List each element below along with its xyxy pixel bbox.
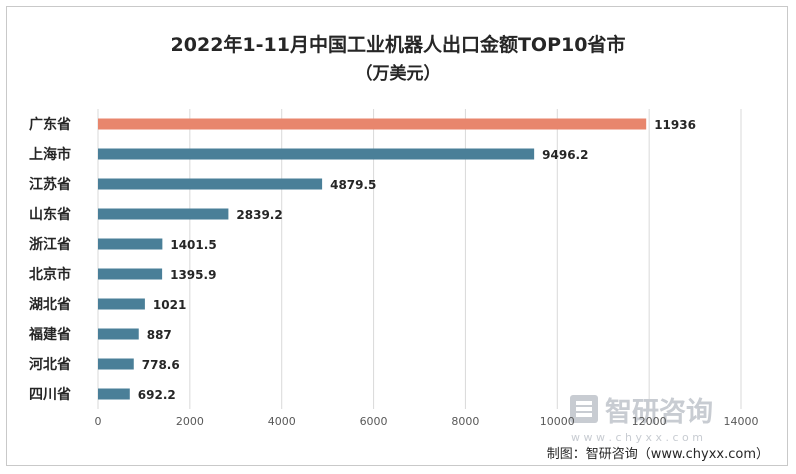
bar [98, 178, 323, 190]
data-label: 9496.2 [542, 148, 588, 162]
category-label: 河北省 [29, 356, 71, 373]
chart-frame: 2022年1-11月中国工业机器人出口金额TOP10省市 （万美元） 智研咨询 … [6, 6, 788, 466]
data-label: 1395.9 [170, 268, 216, 282]
bar [98, 298, 145, 310]
data-label: 11936 [654, 118, 696, 132]
watermark-logo-icon [570, 395, 598, 423]
category-label: 广东省 [29, 116, 71, 133]
data-label: 692.2 [138, 388, 176, 402]
x-axis-ticks: 0 2000 4000 6000 8000 10000 12000 14000 [95, 415, 759, 428]
watermark-text: 智研咨询 [605, 397, 713, 428]
bar [98, 238, 163, 250]
data-label: 2839.2 [236, 208, 282, 222]
bars: 广东省 11936 上海市 9496.2 江苏省 4879.5 山东省 2839.2 浙江省 14… [28, 116, 696, 403]
category-label: 四川省 [29, 386, 71, 403]
bar [98, 328, 139, 340]
x-tick-label: 12000 [632, 415, 667, 428]
data-label: 4879.5 [330, 178, 376, 192]
data-label: 778.6 [142, 358, 180, 372]
x-tick-label: 0 [95, 415, 102, 428]
category-label: 浙江省 [29, 236, 71, 253]
x-tick-label: 2000 [176, 415, 204, 428]
chart-title: 2022年1-11月中国工业机器人出口金额TOP10省市 [171, 33, 626, 56]
data-label: 887 [147, 328, 172, 342]
category-label: 北京市 [29, 266, 71, 283]
bar [98, 268, 163, 280]
data-label: 1021 [153, 298, 186, 312]
x-tick-label: 6000 [360, 415, 388, 428]
bar-chart: 2022年1-11月中国工业机器人出口金额TOP10省市 （万美元） 智研咨询 … [28, 33, 769, 462]
watermark-url: w w w . c h y x x . c o m [571, 431, 703, 444]
x-tick-label: 10000 [540, 415, 575, 428]
bar [98, 358, 134, 370]
chart-subtitle: （万美元） [356, 63, 441, 84]
bar [98, 388, 130, 400]
data-label: 1401.5 [170, 238, 216, 252]
x-tick-label: 4000 [268, 415, 296, 428]
category-label: 湖北省 [29, 296, 71, 313]
category-label: 上海市 [29, 146, 71, 163]
category-label: 山东省 [29, 206, 71, 223]
bar [98, 148, 535, 160]
watermark: 智研咨询 w w w . c h y x x . c o m [570, 395, 713, 444]
bar [98, 118, 647, 130]
category-label: 江苏省 [29, 176, 71, 193]
category-label: 福建省 [28, 326, 71, 343]
x-tick-label: 14000 [724, 415, 759, 428]
credit-text: 制图：智研咨询（www.chyxx.com） [547, 447, 769, 462]
x-tick-label: 8000 [451, 415, 479, 428]
bar [98, 208, 229, 220]
